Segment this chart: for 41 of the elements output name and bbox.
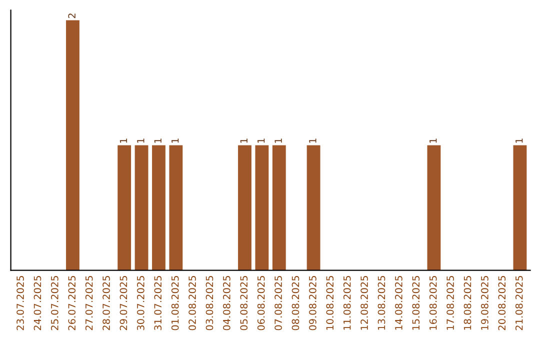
x-tick-label: 27.07.2025 bbox=[85, 276, 93, 330]
x-tick-label: 02.08.2025 bbox=[188, 276, 196, 330]
data-label: 1 bbox=[516, 138, 523, 143]
data-label: 1 bbox=[430, 138, 437, 143]
x-tick-label: 28.07.2025 bbox=[102, 276, 110, 330]
x-tick-label: 12.08.2025 bbox=[360, 276, 368, 330]
data-label: 2 bbox=[68, 14, 76, 18]
data-label: 1 bbox=[154, 138, 162, 143]
x-tick-label: 26.07.2025 bbox=[68, 276, 76, 330]
data-label: 1 bbox=[309, 138, 316, 143]
x-tick-label: 10.08.2025 bbox=[326, 276, 334, 330]
x-tick-label: 31.07.2025 bbox=[154, 276, 162, 330]
x-tick-label: 14.08.2025 bbox=[395, 276, 402, 330]
x-tick-label: 06.08.2025 bbox=[257, 276, 265, 330]
x-tick-label: 07.08.2025 bbox=[274, 276, 282, 330]
x-tick-label: 13.08.2025 bbox=[378, 276, 386, 330]
x-tick-label: 17.08.2025 bbox=[446, 276, 454, 330]
x-tick-label: 03.08.2025 bbox=[206, 276, 214, 330]
x-tick-label: 04.08.2025 bbox=[223, 276, 230, 330]
x-tick-label: 11.08.2025 bbox=[343, 276, 351, 330]
x-tick-label: 05.08.2025 bbox=[240, 276, 248, 330]
x-tick-label: 24.07.2025 bbox=[34, 276, 42, 330]
data-label: 1 bbox=[120, 138, 128, 143]
x-tick-label: 19.08.2025 bbox=[481, 276, 488, 330]
data-label: 1 bbox=[240, 138, 248, 143]
x-tick-label: 20.08.2025 bbox=[498, 276, 506, 330]
data-label: 1 bbox=[172, 138, 179, 143]
data-label: 1 bbox=[137, 138, 144, 143]
data-label: 1 bbox=[274, 138, 282, 143]
x-tick-label: 30.07.2025 bbox=[136, 276, 144, 330]
x-tick-label: 09.08.2025 bbox=[309, 276, 316, 330]
x-tick-label: 29.07.2025 bbox=[120, 276, 128, 330]
x-tick-label: 18.08.2025 bbox=[464, 276, 472, 330]
x-tick-label: 15.08.2025 bbox=[412, 276, 420, 330]
x-tick-label: 25.07.2025 bbox=[50, 276, 58, 330]
x-tick-label: 08.08.2025 bbox=[292, 276, 300, 330]
data-label: 1 bbox=[258, 138, 265, 143]
x-tick-label: 21.08.2025 bbox=[515, 276, 523, 330]
x-tick-label: 16.08.2025 bbox=[429, 276, 437, 330]
x-tick-label: 01.08.2025 bbox=[171, 276, 179, 330]
x-tick-label: 23.07.2025 bbox=[16, 276, 24, 330]
